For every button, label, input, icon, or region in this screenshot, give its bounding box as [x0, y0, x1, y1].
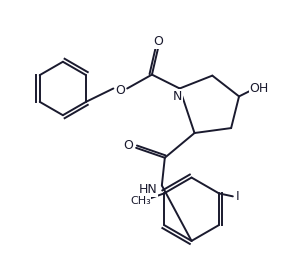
Text: HN: HN — [139, 183, 157, 196]
Text: O: O — [123, 139, 133, 152]
Text: OH: OH — [249, 82, 268, 95]
Text: O: O — [115, 84, 125, 97]
Text: I: I — [236, 190, 240, 203]
Text: CH₃: CH₃ — [130, 196, 151, 206]
Text: O: O — [153, 36, 163, 48]
Text: N: N — [173, 90, 182, 103]
